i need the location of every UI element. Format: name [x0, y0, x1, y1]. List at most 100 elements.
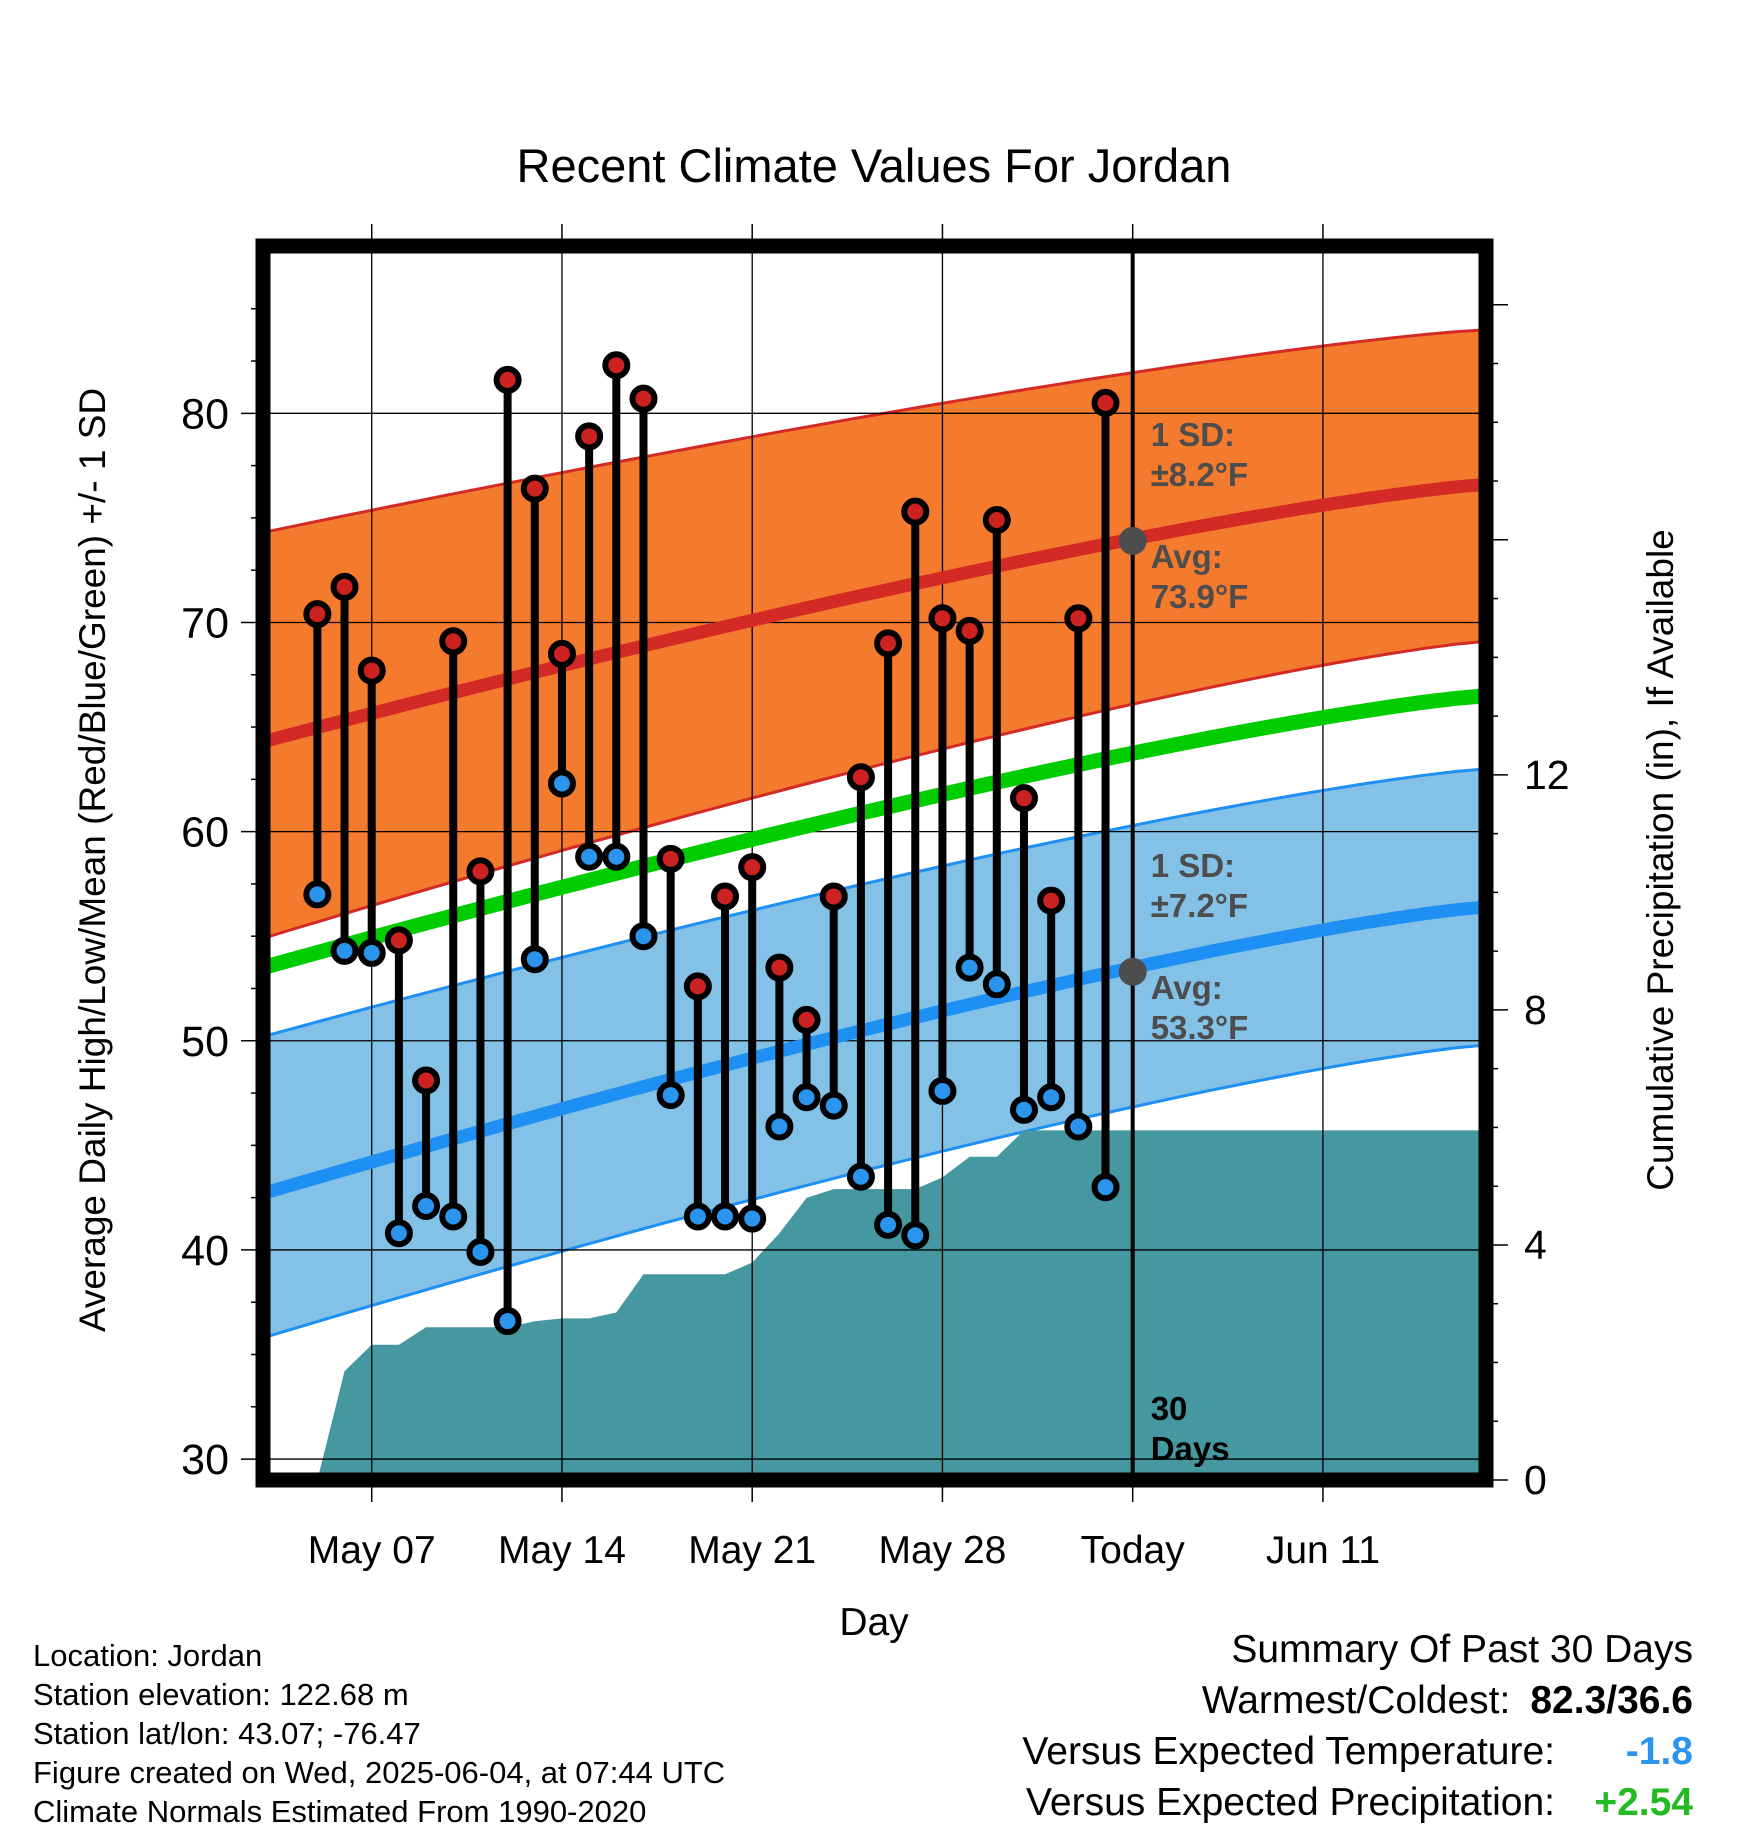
- y-right-tick-label: 12: [1524, 752, 1570, 798]
- high-sd-label: 1 SD: ±8.2°F: [1151, 416, 1248, 493]
- summary-temp: Versus Expected Temperature: -1.8: [1022, 1726, 1693, 1777]
- daily-high-point: [466, 857, 495, 886]
- daily-high-point: [1037, 886, 1066, 915]
- y-left-tick-label: 30: [181, 1436, 229, 1484]
- high-sd-label-line: ±8.2°F: [1151, 456, 1248, 493]
- low-sd-label-line: ±7.2°F: [1151, 887, 1248, 924]
- daily-high-point: [955, 616, 984, 645]
- daily-high-point: [629, 384, 658, 413]
- daily-high-point: [1009, 784, 1038, 813]
- normal-low-line: [263, 900, 1486, 1200]
- high-sd-label-line: 1 SD:: [1151, 416, 1235, 453]
- daily-low-point: [330, 936, 359, 965]
- daily-high-point: [439, 627, 468, 656]
- daily-high-point: [602, 351, 631, 380]
- daily-low-point: [683, 1202, 712, 1231]
- temp-anomaly-label: Versus Expected Temperature:: [1022, 1730, 1555, 1773]
- precip-anomaly-value: +2.54: [1594, 1781, 1693, 1824]
- high-avg-label-line: 73.9°F: [1151, 578, 1249, 615]
- y-left-tick-label: 50: [181, 1018, 229, 1066]
- x-tick-label: Jun 11: [1266, 1529, 1380, 1572]
- period-label-line: Days: [1151, 1430, 1230, 1467]
- daily-high-point: [303, 600, 332, 629]
- period-label: 30 Days: [1151, 1390, 1230, 1467]
- today-normal-high-marker: [1118, 526, 1147, 555]
- daily-low-point: [1091, 1173, 1120, 1202]
- daily-high-point: [575, 422, 604, 451]
- daily-high-point: [357, 656, 386, 685]
- daily-low-point: [575, 842, 604, 871]
- y-left-tick-label: 60: [181, 809, 229, 857]
- daily-low-point: [711, 1202, 740, 1231]
- elevation-line: Station elevation: 122.68 m: [33, 1677, 409, 1712]
- daily-low-point: [547, 769, 576, 798]
- daily-high-point: [928, 604, 957, 633]
- band-low-sd: [263, 768, 1486, 1338]
- daily-low-point: [874, 1210, 903, 1239]
- daily-low-point: [412, 1192, 441, 1221]
- daily-high-point: [901, 497, 930, 526]
- daily-low-point: [629, 922, 658, 951]
- daily-low-point: [357, 938, 386, 967]
- y-right-tick-label: 0: [1524, 1457, 1547, 1503]
- y-axis-label-left: Average Daily High/Low/Mean (Red/Blue/Gr…: [72, 388, 113, 1332]
- daily-high-point: [330, 572, 359, 601]
- daily-low-point: [493, 1307, 522, 1336]
- daily-low-point: [955, 953, 984, 982]
- latlon-line: Station lat/lon: 43.07; -76.47: [33, 1716, 421, 1751]
- daily-low-point: [656, 1081, 685, 1110]
- y-axis-label-right: Cumulative Precipitation (in), If Availa…: [1640, 529, 1681, 1191]
- daily-low-point: [384, 1219, 413, 1248]
- precip-anomaly-label: Versus Expected Precipitation:: [1026, 1781, 1555, 1824]
- daily-high-point: [792, 1005, 821, 1034]
- plot-frame: [255, 238, 1494, 1488]
- band-low-sd-lower-edge: [263, 1043, 1486, 1340]
- band-low-sd-upper-edge: [263, 767, 1486, 1039]
- daily-high-point: [819, 882, 848, 911]
- daily-high-point: [412, 1066, 441, 1095]
- y-left-tick-label: 80: [181, 390, 229, 438]
- normals-line: Climate Normals Estimated From 1990-2020: [33, 1794, 647, 1829]
- daily-low-point: [602, 842, 631, 871]
- precip-area: [263, 1130, 1486, 1480]
- daily-high-point: [846, 763, 875, 792]
- daily-low-point: [928, 1076, 957, 1105]
- daily-low-point: [520, 945, 549, 974]
- daily-low-point: [765, 1112, 794, 1141]
- daily-low-point: [303, 880, 332, 909]
- daily-high-point: [982, 505, 1011, 534]
- x-tick-label: May 14: [498, 1529, 626, 1572]
- daily-low-point: [1009, 1095, 1038, 1124]
- daily-low-point: [439, 1202, 468, 1231]
- low-avg-label: Avg: 53.3°F: [1151, 969, 1249, 1046]
- chart-title: Recent Climate Values For Jordan: [517, 139, 1232, 192]
- daily-high-point: [765, 953, 794, 982]
- summary-panel: Summary Of Past 30 Days Warmest/Coldest:…: [1022, 1624, 1693, 1828]
- x-tick-label: May 21: [688, 1529, 816, 1572]
- y-right-tick-label: 4: [1524, 1222, 1547, 1268]
- period-label-line: 30: [1151, 1390, 1188, 1427]
- daily-high-point: [656, 844, 685, 873]
- daily-high-point: [683, 972, 712, 1001]
- daily-low-point: [466, 1238, 495, 1267]
- band-high-sd-upper-edge: [263, 328, 1486, 534]
- created-line: Figure created on Wed, 2025-06-04, at 07…: [33, 1755, 726, 1790]
- daily-low-point: [846, 1162, 875, 1191]
- normal-high-line: [263, 477, 1486, 748]
- daily-high-point: [711, 882, 740, 911]
- summary-precip: Versus Expected Precipitation: +2.54: [1022, 1777, 1693, 1828]
- band-high-sd-lower-edge: [263, 639, 1486, 940]
- daily-high-point: [1064, 604, 1093, 633]
- daily-high-point: [874, 629, 903, 658]
- temp-anomaly-value: -1.8: [1625, 1730, 1693, 1773]
- normal-mean-line: [263, 688, 1486, 975]
- daily-high-point: [547, 639, 576, 668]
- daily-low-point: [1037, 1083, 1066, 1112]
- x-tick-label: Today: [1081, 1529, 1186, 1572]
- x-axis-label: Day: [839, 1601, 909, 1644]
- location-line: Location: Jordan: [33, 1638, 263, 1673]
- station-info: Location: Jordan Station elevation: 122.…: [33, 1636, 725, 1831]
